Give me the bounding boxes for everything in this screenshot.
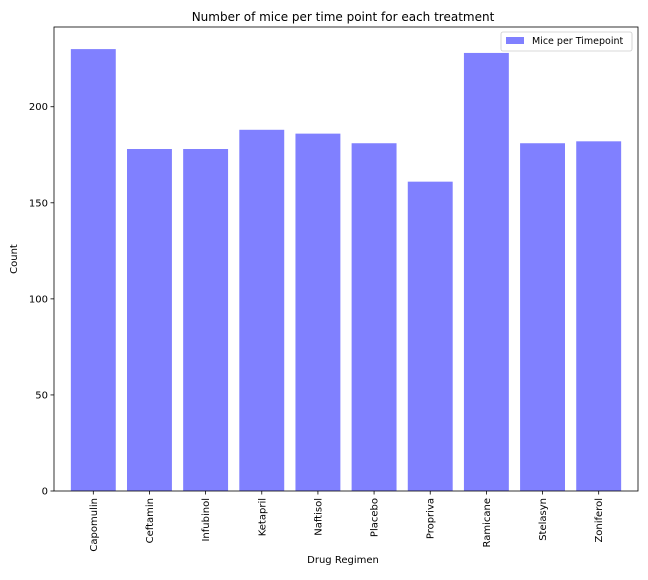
bar-naftisol	[295, 133, 341, 491]
x-axis: Capomulin Ceftamin Infubinol Ketapril Naftis…	[89, 491, 605, 552]
bar-ceftamin	[127, 149, 172, 491]
legend: Mice per Timepoint	[500, 31, 633, 52]
legend-label: Mice per Timepoint	[532, 36, 623, 47]
y-axis: 0 50 100 150 200	[29, 102, 54, 498]
bar-zoniferol	[576, 141, 622, 491]
x-tick-label-ramicane: Ramicane	[482, 498, 493, 548]
x-tick-label-ketapril: Ketapril	[257, 498, 268, 536]
x-tick-label-placebo: Placebo	[370, 498, 381, 537]
x-tick-label-zoniferol: Zoniferol	[594, 498, 605, 543]
legend-swatch	[506, 37, 524, 44]
legend-frame	[500, 31, 633, 52]
bar-ketapril	[239, 129, 285, 491]
x-tick-label-infubinol: Infubinol	[201, 498, 212, 542]
x-tick-label-stelasyn: Stelasyn	[538, 498, 549, 541]
y-tick-label-0: 0	[42, 487, 48, 498]
bar-infubinol	[183, 149, 229, 491]
bar-propriva	[407, 181, 453, 491]
y-tick-label-50: 50	[35, 390, 48, 401]
y-axis-label: Count	[9, 244, 20, 274]
y-tick-label-200: 200	[29, 102, 48, 113]
bar-stelasyn	[520, 143, 565, 491]
x-tick-label-capomulin: Capomulin	[89, 498, 100, 552]
bar-ramicane	[463, 52, 509, 491]
x-tick-label-naftisol: Naftisol	[313, 498, 324, 536]
x-axis-label: Drug Regimen	[307, 555, 379, 566]
y-tick-label-100: 100	[29, 294, 48, 305]
x-tick-label-ceftamin: Ceftamin	[145, 498, 156, 543]
y-tick-label-150: 150	[29, 198, 48, 209]
bar-placebo	[351, 143, 397, 491]
x-tick-label-propriva: Propriva	[426, 498, 437, 539]
plot-frame	[53, 26, 639, 492]
bar-capomulin	[70, 49, 116, 491]
chart-title: Number of mice per time point for each t…	[192, 10, 495, 24]
bars-group	[70, 49, 622, 491]
